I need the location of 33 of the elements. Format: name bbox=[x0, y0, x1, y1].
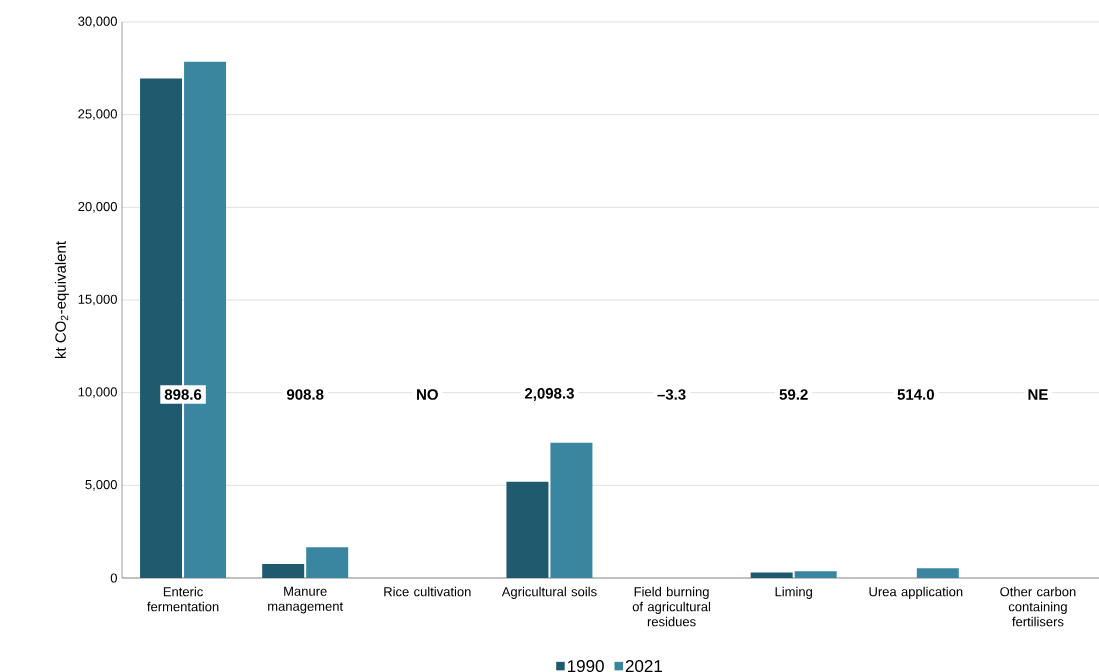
annotation: 898.6 bbox=[164, 389, 202, 400]
annotation: 59.2 bbox=[779, 389, 808, 400]
bar bbox=[306, 547, 349, 578]
legend-label: 2021 bbox=[625, 660, 662, 672]
x-tick-label: Field burning of agricultural residues bbox=[632, 586, 711, 627]
annotation: 908.8 bbox=[286, 389, 324, 400]
legend-label: 1990 bbox=[567, 660, 604, 672]
x-tick-label: Other carbon containing fertilisers bbox=[1000, 586, 1076, 627]
bar bbox=[262, 564, 305, 578]
y-tick-label: 20,000 bbox=[78, 201, 117, 213]
x-tick-label: Manure management bbox=[268, 586, 344, 614]
y-tick-label: 0 bbox=[110, 573, 117, 583]
y-tick-label: 15,000 bbox=[78, 294, 117, 306]
bar bbox=[916, 568, 959, 578]
x-tick-label: Rice cultivation bbox=[384, 586, 471, 597]
annotation: NO bbox=[417, 389, 438, 400]
bar bbox=[550, 442, 593, 578]
y-tick-label: 10,000 bbox=[78, 387, 117, 399]
x-tick-label: Agricultural soils bbox=[501, 586, 597, 599]
x-tick-label: Liming bbox=[775, 586, 812, 599]
x-tick-label: Enteric fermentation bbox=[147, 586, 219, 612]
y-tick-label: 25,000 bbox=[78, 109, 117, 121]
bar bbox=[794, 571, 837, 578]
bar bbox=[506, 481, 549, 578]
annotation: NE bbox=[1028, 389, 1048, 400]
annotation: 2,098.3 bbox=[524, 388, 574, 401]
y-tick-label: 30,000 bbox=[78, 16, 117, 28]
x-tick-label: Urea application bbox=[869, 586, 963, 599]
y-tick-label: 5,000 bbox=[85, 479, 117, 491]
annotation: –3.3 bbox=[657, 389, 686, 400]
annotation: 514.0 bbox=[897, 389, 934, 400]
bar bbox=[750, 572, 793, 578]
y-axis-title: kt CO$_{2}$-equivalent bbox=[54, 241, 69, 359]
